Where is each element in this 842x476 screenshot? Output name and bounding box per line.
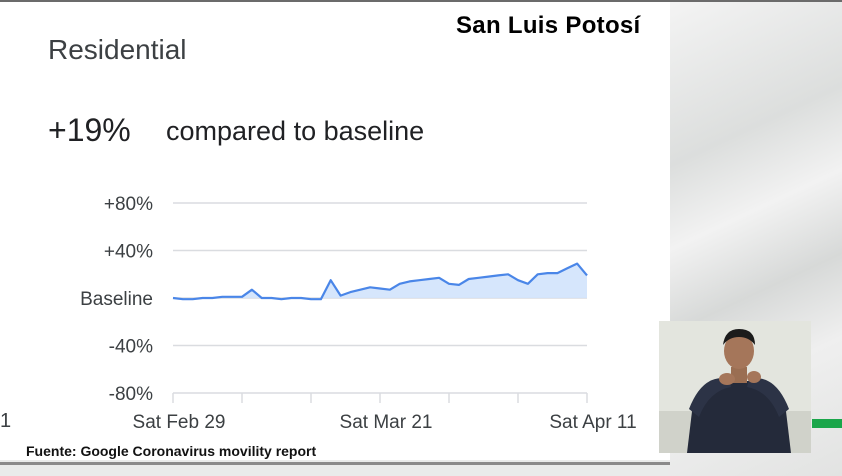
card-title: Residential xyxy=(48,34,187,65)
region-title: San Luis Potosí xyxy=(456,12,641,39)
percent-value: +19% xyxy=(48,112,131,148)
residential-chart: +80% +40% Baseline -40% -80% Sat Feb 29 Sat Ma… xyxy=(80,194,637,433)
y-tick-label-4: -80% xyxy=(109,384,153,405)
y-tick-label-2: Baseline xyxy=(80,289,153,310)
x-tick-label-1: Sat Mar 21 xyxy=(340,412,433,433)
mobility-card xyxy=(0,2,670,460)
cut-off-tick-label: 1 xyxy=(0,410,12,432)
series-area xyxy=(173,263,587,300)
y-tick-label-0: +80% xyxy=(104,194,153,215)
y-tick-label-3: -40% xyxy=(109,337,153,358)
sign-language-interpreter-video xyxy=(659,321,811,453)
y-tick-label-1: +40% xyxy=(104,242,153,263)
compared-label: compared to baseline xyxy=(166,116,425,146)
person-icon xyxy=(659,321,811,453)
top-divider xyxy=(0,0,842,2)
accent-bar xyxy=(812,419,842,428)
bottom-divider xyxy=(0,462,670,465)
x-tick-label-2: Sat Apr 11 xyxy=(549,412,636,433)
series-line xyxy=(172,262,588,301)
source-caption: Fuente: Google Coronavirus movility repo… xyxy=(26,443,317,459)
x-tick-label-0: Sat Feb 29 xyxy=(133,412,226,433)
